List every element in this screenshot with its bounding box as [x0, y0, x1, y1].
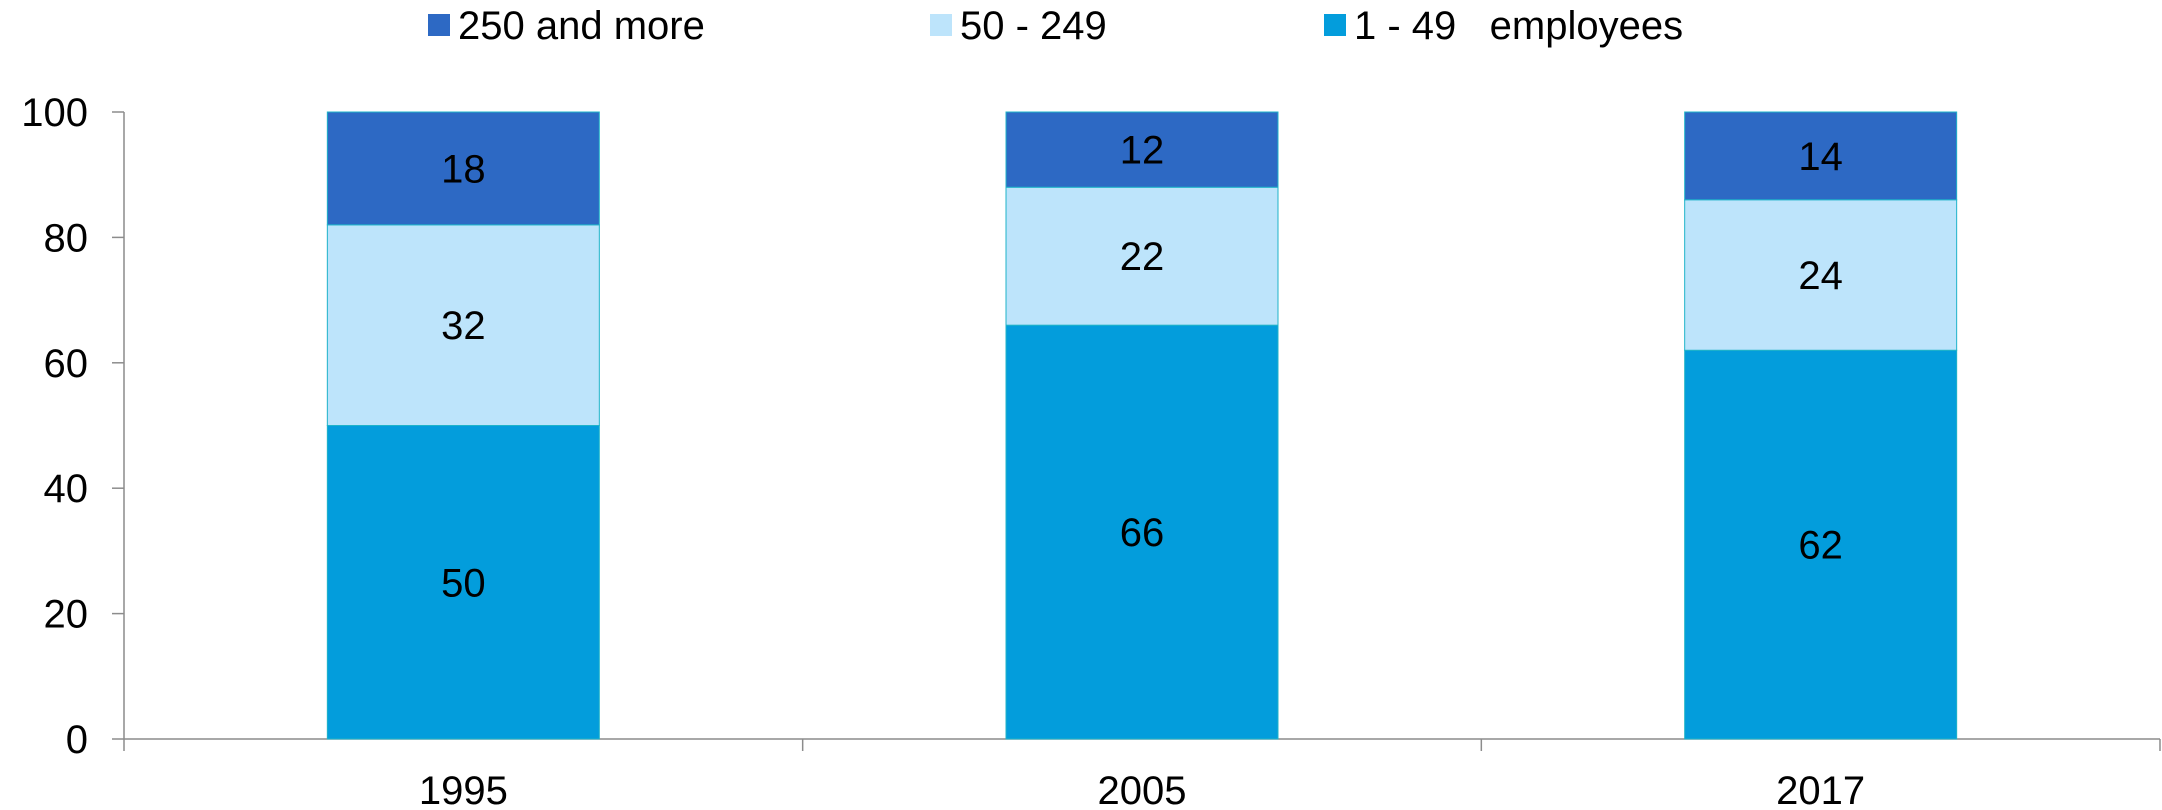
x-tick-label: 1995 [419, 769, 508, 810]
y-tick-label: 80 [44, 216, 89, 260]
bar-segment [326, 224, 600, 426]
bar-segment [326, 111, 600, 226]
legend-label: 1 - 49 employees [1354, 4, 1683, 48]
bar-segment [1684, 111, 1958, 201]
data-label: 50 [441, 561, 486, 605]
data-label: 14 [1798, 135, 1843, 179]
bars [326, 111, 1958, 740]
legend-swatch [930, 14, 952, 36]
x-tick-label: 2017 [1776, 769, 1865, 810]
data-label: 18 [441, 147, 486, 191]
y-tick-label: 0 [66, 718, 88, 762]
bar-segment [1005, 111, 1279, 188]
bar-segment [1684, 199, 1958, 351]
legend-swatch [1324, 14, 1346, 36]
legend: 250 and more 50 - 249 1 - 49 employees [428, 4, 1683, 48]
legend-label: 250 and more [458, 4, 705, 48]
data-label: 12 [1120, 129, 1165, 173]
y-tick-label: 20 [44, 593, 89, 637]
legend-label: 50 - 249 [960, 4, 1107, 48]
data-label: 66 [1120, 511, 1165, 555]
y-axis: 0 20 40 60 80 100 [21, 91, 125, 762]
data-label: 22 [1120, 235, 1165, 279]
bar-segment [1005, 324, 1279, 740]
bar-segment [326, 425, 600, 740]
bar-segment [1005, 186, 1279, 326]
y-tick-label: 100 [21, 91, 88, 135]
y-tick-label: 40 [44, 467, 89, 511]
x-tick-label: 2005 [1098, 769, 1187, 810]
data-label: 62 [1798, 524, 1843, 568]
x-axis: 1995 2005 2017 [123, 738, 2161, 810]
bar-segment [1684, 349, 1958, 740]
data-labels: 50 32 18 66 22 12 62 24 14 [441, 129, 1843, 606]
data-label: 32 [441, 304, 486, 348]
y-tick-label: 60 [44, 342, 89, 386]
legend-swatch [428, 14, 450, 36]
data-label: 24 [1798, 254, 1843, 298]
